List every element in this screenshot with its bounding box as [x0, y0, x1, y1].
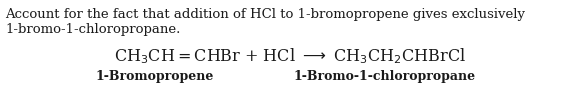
Text: 1-Bromo-1-chloropropane: 1-Bromo-1-chloropropane [294, 70, 476, 83]
Text: Account for the fact that addition of HCl to 1-bromopropene gives exclusively: Account for the fact that addition of HC… [5, 8, 525, 21]
Text: 1-bromo-1-chloropropane.: 1-bromo-1-chloropropane. [5, 23, 180, 36]
Text: CH$_3$CH$=$CHBr + HCl $\longrightarrow$ CH$_3$CH$_2$CHBrCl: CH$_3$CH$=$CHBr + HCl $\longrightarrow$ … [114, 46, 466, 66]
Text: 1-Bromopropene: 1-Bromopropene [96, 70, 214, 83]
